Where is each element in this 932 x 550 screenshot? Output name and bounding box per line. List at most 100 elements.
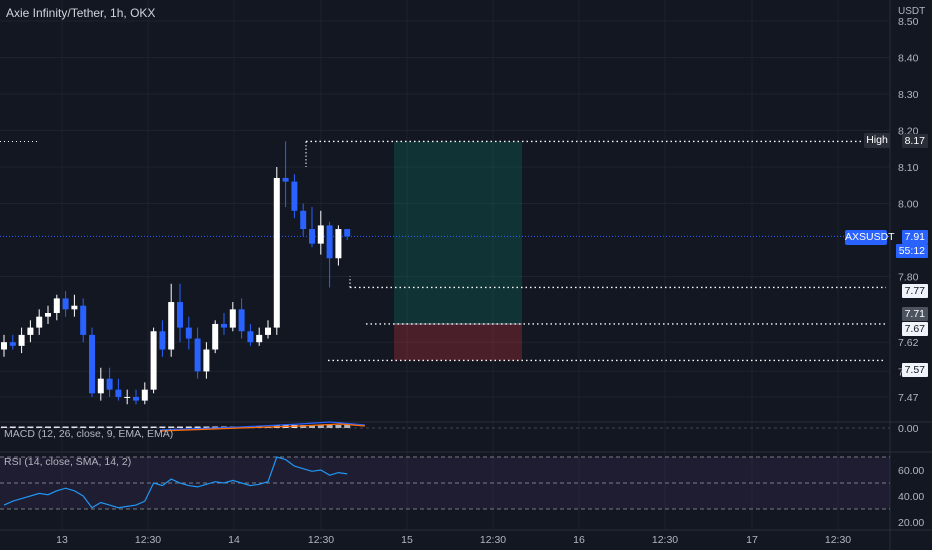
candle-body[interactable] — [150, 331, 157, 390]
candle-body[interactable] — [282, 177, 289, 182]
rsi-tick-label: 40.00 — [898, 491, 924, 503]
candle-body[interactable] — [247, 331, 254, 343]
candle-body[interactable] — [273, 177, 280, 328]
level-tag-7-77: 7.77 — [901, 284, 928, 298]
macd-histogram-bar — [133, 426, 139, 428]
level-tag-7-67: 7.67 — [901, 322, 928, 336]
macd-histogram-bar — [309, 425, 315, 428]
rsi-label[interactable]: RSI (14, close, SMA, 14, 2) — [4, 456, 132, 468]
macd-histogram-bar — [203, 426, 210, 428]
time-axis-label: 12:30 — [308, 534, 334, 546]
macd-histogram-bar — [53, 426, 60, 428]
macd-histogram-bar — [212, 426, 219, 428]
macd-histogram-bar — [159, 426, 166, 428]
price-tick-label: 8.40 — [898, 53, 919, 65]
price-scale-currency: USDT — [898, 6, 925, 17]
symbol-title[interactable]: Axie Infinity/Tether, 1h, OKX — [6, 6, 156, 20]
macd-histogram-bar — [177, 426, 183, 428]
time-axis-label: 14 — [228, 534, 240, 546]
long-position-profit-zone[interactable] — [394, 141, 522, 324]
symbol-price-label: AXSUSDT — [845, 230, 895, 245]
macd-histogram-bar — [45, 426, 51, 428]
price-tick-label: 8.30 — [898, 89, 919, 101]
candle-body[interactable] — [106, 378, 113, 390]
macd-histogram-bar — [300, 425, 307, 428]
candle-body[interactable] — [300, 210, 307, 230]
candle-body[interactable] — [344, 229, 351, 237]
candle-body[interactable] — [194, 338, 201, 372]
candle-body[interactable] — [238, 309, 245, 332]
candle-body[interactable] — [212, 323, 219, 350]
time-axis-label: 12:30 — [135, 534, 161, 546]
candle-body[interactable] — [36, 316, 43, 328]
candle-body[interactable] — [185, 327, 192, 339]
macd-histogram-bar — [317, 425, 324, 428]
candle-body[interactable] — [317, 225, 324, 244]
high-price-tag: 8.17 — [901, 134, 928, 148]
macd-histogram-bar — [326, 425, 333, 428]
macd-line — [159, 421, 366, 431]
macd-histogram-bar — [344, 425, 351, 428]
candle-body[interactable] — [203, 349, 210, 372]
macd-histogram-bar — [335, 425, 342, 428]
price-tick-label: 8.10 — [898, 162, 919, 174]
candle-body[interactable] — [71, 305, 78, 310]
macd-histogram-bar — [150, 426, 157, 428]
candle-body[interactable] — [309, 229, 315, 244]
macd-histogram-bar — [89, 426, 95, 428]
macd-tick-label: 0.00 — [898, 423, 919, 435]
macd-histogram-bar — [124, 426, 131, 428]
time-axis-label: 15 — [401, 534, 413, 546]
time-axis-label: 13 — [56, 534, 68, 546]
macd-histogram-bar — [62, 426, 69, 428]
candle-body[interactable] — [229, 309, 236, 328]
macd-histogram-bar — [18, 426, 25, 428]
macd-histogram-bar — [71, 426, 78, 428]
candle-body[interactable] — [159, 331, 166, 350]
macd-signal-line — [159, 423, 366, 432]
candle-body[interactable] — [326, 225, 333, 259]
candle-body[interactable] — [27, 327, 34, 335]
candle-body[interactable] — [133, 396, 139, 401]
rsi-tick-label: 60.00 — [898, 465, 924, 477]
candle-body[interactable] — [1, 342, 7, 350]
price-tick-label: 8.00 — [898, 199, 919, 211]
long-position-loss-zone[interactable] — [394, 323, 522, 361]
macd-label[interactable]: MACD (12, 26, close, 9, EMA, EMA) — [4, 428, 174, 440]
time-axis-label: 16 — [573, 534, 585, 546]
price-tick-label: 7.47 — [898, 392, 919, 404]
candle-body[interactable] — [124, 396, 131, 398]
candle-body[interactable] — [141, 389, 148, 401]
candle-body[interactable] — [256, 334, 263, 343]
candle-body[interactable] — [53, 298, 60, 313]
candle-body[interactable] — [177, 302, 183, 328]
price-tick-label: 7.62 — [898, 337, 919, 349]
macd-histogram-bar — [27, 426, 34, 428]
candle-body[interactable] — [80, 305, 87, 335]
candle-body[interactable] — [291, 181, 298, 211]
candle-body[interactable] — [265, 327, 271, 335]
time-axis-label: 12:30 — [652, 534, 678, 546]
macd-histogram-bar — [9, 426, 16, 428]
macd-histogram-bar — [168, 426, 175, 428]
candle-body[interactable] — [115, 389, 122, 397]
candle-body[interactable] — [62, 298, 69, 310]
candle-body[interactable] — [9, 342, 16, 346]
candle-body[interactable] — [168, 302, 175, 350]
rsi-tick-label: 20.00 — [898, 517, 924, 529]
last-price-tag: 7.91 — [901, 230, 928, 244]
candle-body[interactable] — [335, 229, 342, 259]
candle-body[interactable] — [221, 323, 227, 328]
macd-histogram-bar — [1, 426, 7, 428]
macd-histogram-bar — [97, 426, 104, 428]
candle-body[interactable] — [89, 334, 95, 394]
candle-body[interactable] — [97, 378, 104, 394]
price-tick-label: 8.50 — [898, 16, 919, 28]
macd-histogram-bar — [115, 426, 122, 428]
candle-body[interactable] — [18, 334, 25, 346]
rsi-line[interactable] — [3, 456, 348, 509]
candle-body[interactable] — [45, 313, 51, 317]
macd-histogram-bar — [141, 426, 148, 428]
